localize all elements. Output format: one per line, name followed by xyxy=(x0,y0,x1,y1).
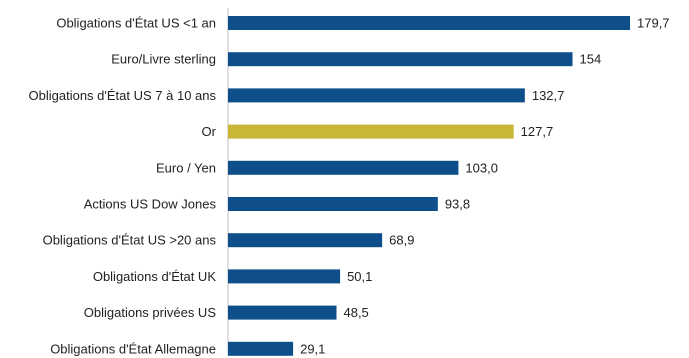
bar-0 xyxy=(228,16,630,30)
bar-5 xyxy=(228,197,438,211)
category-label-2: Obligations d'État US 7 à 10 ans xyxy=(29,88,217,103)
bar-2 xyxy=(228,88,525,102)
category-label-1: Euro/Livre sterling xyxy=(111,52,216,67)
category-label-0: Obligations d'État US <1 an xyxy=(56,16,216,31)
value-label-5: 93,8 xyxy=(445,197,470,212)
category-label-7: Obligations d'État UK xyxy=(93,269,216,284)
value-label-1: 154 xyxy=(580,52,602,67)
category-label-6: Obligations d'État US >20 ans xyxy=(43,233,217,248)
category-labels-group: Obligations d'État US <1 an Euro/Livre st… xyxy=(29,16,217,357)
bar-6 xyxy=(228,233,382,247)
value-label-9: 29,1 xyxy=(300,341,325,356)
bar-7 xyxy=(228,269,340,283)
category-label-3: Or xyxy=(202,124,217,139)
category-label-8: Obligations privées US xyxy=(84,305,217,320)
category-label-9: Obligations d'État Allemagne xyxy=(50,341,216,356)
category-label-5: Actions US Dow Jones xyxy=(84,197,217,212)
value-label-0: 179,7 xyxy=(637,16,670,31)
bar-8 xyxy=(228,306,336,320)
value-label-2: 132,7 xyxy=(532,88,565,103)
value-label-3: 127,7 xyxy=(521,124,554,139)
value-label-8: 48,5 xyxy=(343,305,368,320)
bar-9 xyxy=(228,342,293,356)
bars-group xyxy=(228,16,630,356)
bar-4 xyxy=(228,161,458,175)
bar-1 xyxy=(228,52,573,66)
value-label-6: 68,9 xyxy=(389,233,414,248)
value-label-7: 50,1 xyxy=(347,269,372,284)
value-label-4: 103,0 xyxy=(465,160,498,175)
value-labels-group: 179,7 154 132,7 127,7 103,0 93,8 68,9 50,1 48,5 2… xyxy=(300,16,669,357)
category-label-4: Euro / Yen xyxy=(156,160,216,175)
bar-3 xyxy=(228,125,514,139)
